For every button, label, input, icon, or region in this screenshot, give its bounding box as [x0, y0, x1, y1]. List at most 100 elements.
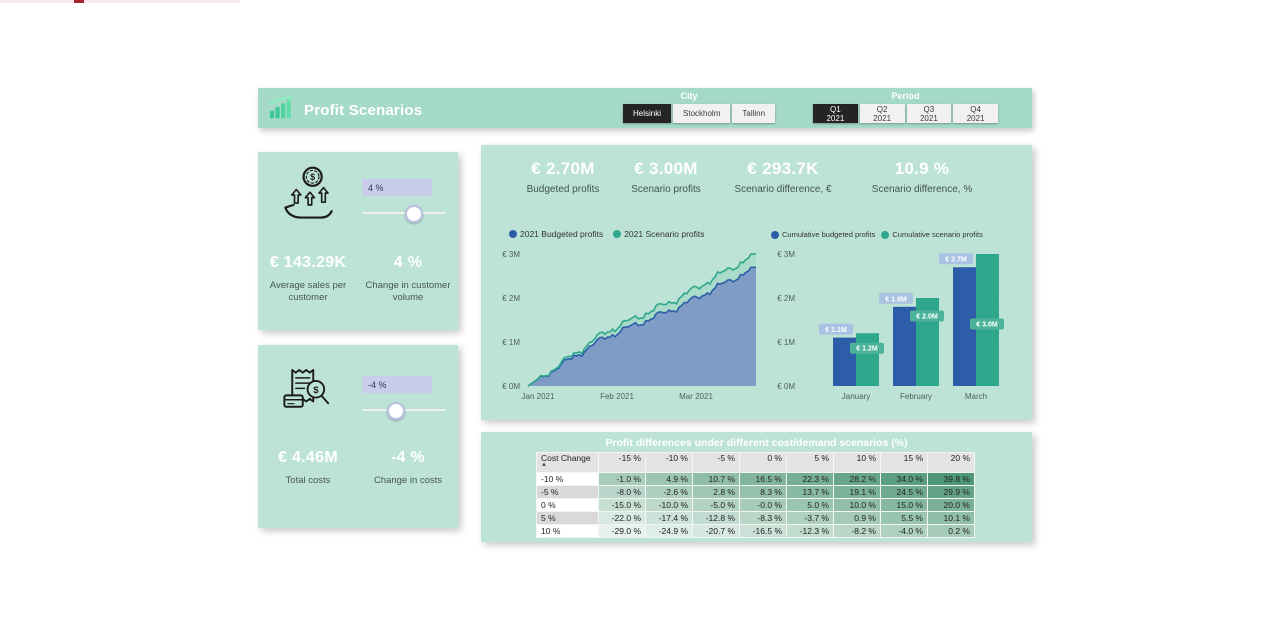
legend-dot-icon	[613, 230, 622, 238]
matrix-cell: -0.0 %	[739, 498, 787, 512]
legend-item: Cumulative budgeted profits	[771, 230, 875, 239]
matrix-corner-header[interactable]: Cost Change ▲	[536, 452, 599, 473]
cumulative-profit-area-chart: € 0M € 1M € 2M € 3M Jan 2021 Feb 2021 Mar 2021	[502, 250, 757, 401]
city-slicer: City Helsinki Stockholm Tallinn	[623, 91, 776, 123]
matrix-cell: 29.9 %	[927, 485, 975, 499]
matrix-title: Profit differences under different cost/…	[605, 437, 908, 449]
city-button-stockholm[interactable]: Stockholm	[673, 104, 731, 123]
sales-scenario-card: $ € 143.29K Average sales per customer 4…	[258, 152, 458, 330]
matrix-row-label[interactable]: -10 %	[536, 472, 599, 486]
total-costs-label: Total costs	[285, 475, 331, 486]
matrix-cell: -8.2 %	[833, 524, 881, 538]
matrix-col-header[interactable]: 10 %	[833, 452, 881, 473]
city-button-tallinn[interactable]: Tallinn	[732, 104, 776, 123]
matrix-col-header[interactable]: 0 %	[739, 452, 787, 473]
slider-handle[interactable]	[405, 205, 424, 223]
invoice-magnifier-icon: $	[280, 363, 336, 424]
slider-track	[362, 212, 446, 214]
matrix-cell: 16.5 %	[739, 472, 787, 486]
matrix-col-header[interactable]: -10 %	[645, 452, 693, 473]
matrix-cell: 13.7 %	[786, 485, 834, 499]
kpi-scenario-difference-: 10.9 % Scenario difference, %	[847, 159, 997, 195]
matrix-cell: 4.9 %	[645, 472, 693, 486]
kpi-value: 10.9 %	[894, 159, 950, 178]
matrix-cell: 0.9 %	[833, 511, 881, 525]
matrix-cell: -3.7 %	[786, 511, 834, 525]
matrix-col-header[interactable]: 5 %	[786, 452, 834, 473]
svg-text:€ 2M: € 2M	[777, 294, 795, 303]
matrix-cell: 34.0 %	[880, 472, 928, 486]
svg-text:€ 0M: € 0M	[502, 382, 520, 391]
matrix-cell: 2.8 %	[692, 485, 740, 499]
matrix-row-label[interactable]: 5 %	[536, 511, 599, 525]
legend-dot-icon	[509, 230, 517, 238]
cost-change-label: Change in costs	[373, 475, 443, 486]
matrix-cell: 15.0 %	[880, 498, 928, 512]
svg-text:January: January	[842, 392, 870, 401]
matrix-col-header[interactable]: -15 %	[598, 452, 646, 473]
matrix-cell: 0.2 %	[927, 524, 975, 538]
matrix-cell: -2.6 %	[645, 485, 693, 499]
kpi-label: Scenario difference, €	[734, 184, 832, 195]
matrix-row: 10 % -29.0 % -24.9 % -20.7 % -16.5 % -12.3 % -…	[536, 524, 975, 538]
svg-text:€ 2M: € 2M	[502, 294, 520, 303]
period-button-q3-2021[interactable]: Q3 2021	[906, 104, 952, 123]
svg-text:€ 2.7M: € 2.7M	[945, 257, 967, 264]
svg-text:€ 2.0M: € 2.0M	[916, 314, 938, 321]
svg-text:February: February	[900, 392, 932, 401]
matrix-row-label[interactable]: 10 %	[536, 524, 599, 538]
kpi-label: Budgeted profits	[526, 184, 600, 195]
matrix-row: -5 % -8.0 % -2.6 % 2.8 % 8.3 % 13.7 % 19.1 % 24…	[536, 485, 975, 499]
matrix-row-label[interactable]: 0 %	[536, 498, 599, 512]
page-title: Profit Scenarios	[304, 102, 423, 119]
matrix-cell: -29.0 %	[598, 524, 646, 538]
matrix-cell: 22.3 %	[786, 472, 834, 486]
slider-handle[interactable]	[386, 402, 405, 420]
kpi-label: Scenario profits	[631, 184, 701, 195]
period-button-q1-2021[interactable]: Q1 2021	[813, 104, 858, 123]
city-button-helsinki[interactable]: Helsinki	[623, 104, 672, 123]
matrix-cell: 20.0 %	[927, 498, 975, 512]
legend-item: Cumulative scenario profits	[881, 230, 983, 239]
kpi-value: € 3.00M	[634, 159, 698, 178]
matrix-row: -10 % -1.0 % 4.9 % 10.7 % 16.5 % 22.3 % 28.2 %…	[536, 472, 975, 486]
top-progress-bar	[0, 0, 240, 3]
matrix-cell: 10.1 %	[927, 511, 975, 525]
matrix-col-header[interactable]: 15 %	[880, 452, 928, 473]
legend-dot-icon	[881, 230, 890, 239]
customer-volume-change-value: 4 %	[393, 254, 423, 271]
progress-segment	[74, 0, 84, 3]
matrix-cell: -10.0 %	[645, 498, 693, 512]
svg-text:€ 3M: € 3M	[502, 250, 520, 259]
svg-text:$: $	[313, 385, 319, 396]
matrix-cell: 10.0 %	[833, 498, 881, 512]
period-slicer-label: Period	[891, 91, 920, 101]
customer-volume-change-label: Change in customer volume	[365, 280, 451, 304]
customer-volume-slider[interactable]	[362, 204, 446, 223]
scenario-matrix-panel: Profit differences under different cost/…	[481, 432, 1032, 542]
matrix-col-header[interactable]: 20 %	[927, 452, 975, 473]
bar-chart-legend: Cumulative budgeted profits Cumulative sc…	[771, 230, 983, 239]
matrix-cell: 5.0 %	[786, 498, 834, 512]
period-button-q2-2021[interactable]: Q2 2021	[859, 104, 905, 123]
money-growth-hand-icon: $	[280, 165, 338, 228]
profit-charts-panel: € 2.70M Budgeted profits € 3.00M Scenario p…	[481, 145, 1032, 420]
svg-text:€ 1.2M: € 1.2M	[856, 346, 878, 353]
legend-label: 2021 Scenario profits	[624, 229, 705, 239]
cost-change-input[interactable]	[362, 376, 432, 393]
kpi-value: € 2.70M	[531, 159, 595, 178]
svg-text:€ 1M: € 1M	[777, 338, 795, 347]
matrix-col-header[interactable]: -5 %	[692, 452, 740, 473]
matrix-row: 0 % -15.0 % -10.0 % -5.0 % -0.0 % 5.0 % 10.0 %…	[536, 498, 975, 512]
matrix-cell: -16.5 %	[739, 524, 787, 538]
period-button-q4-2021[interactable]: Q4 2021	[953, 104, 998, 123]
customer-volume-input[interactable]	[362, 179, 432, 196]
matrix-cell: 24.5 %	[880, 485, 928, 499]
avg-sales-label: Average sales per customer	[269, 280, 347, 304]
cost-change-slider[interactable]	[362, 401, 446, 420]
sort-ascending-icon: ▲	[541, 462, 547, 468]
matrix-row-label[interactable]: -5 %	[536, 485, 599, 499]
matrix-row: 5 % -22.0 % -17.4 % -12.8 % -8.3 % -3.7 % 0.9 …	[536, 511, 975, 525]
total-costs-value: € 4.46M	[278, 449, 338, 466]
